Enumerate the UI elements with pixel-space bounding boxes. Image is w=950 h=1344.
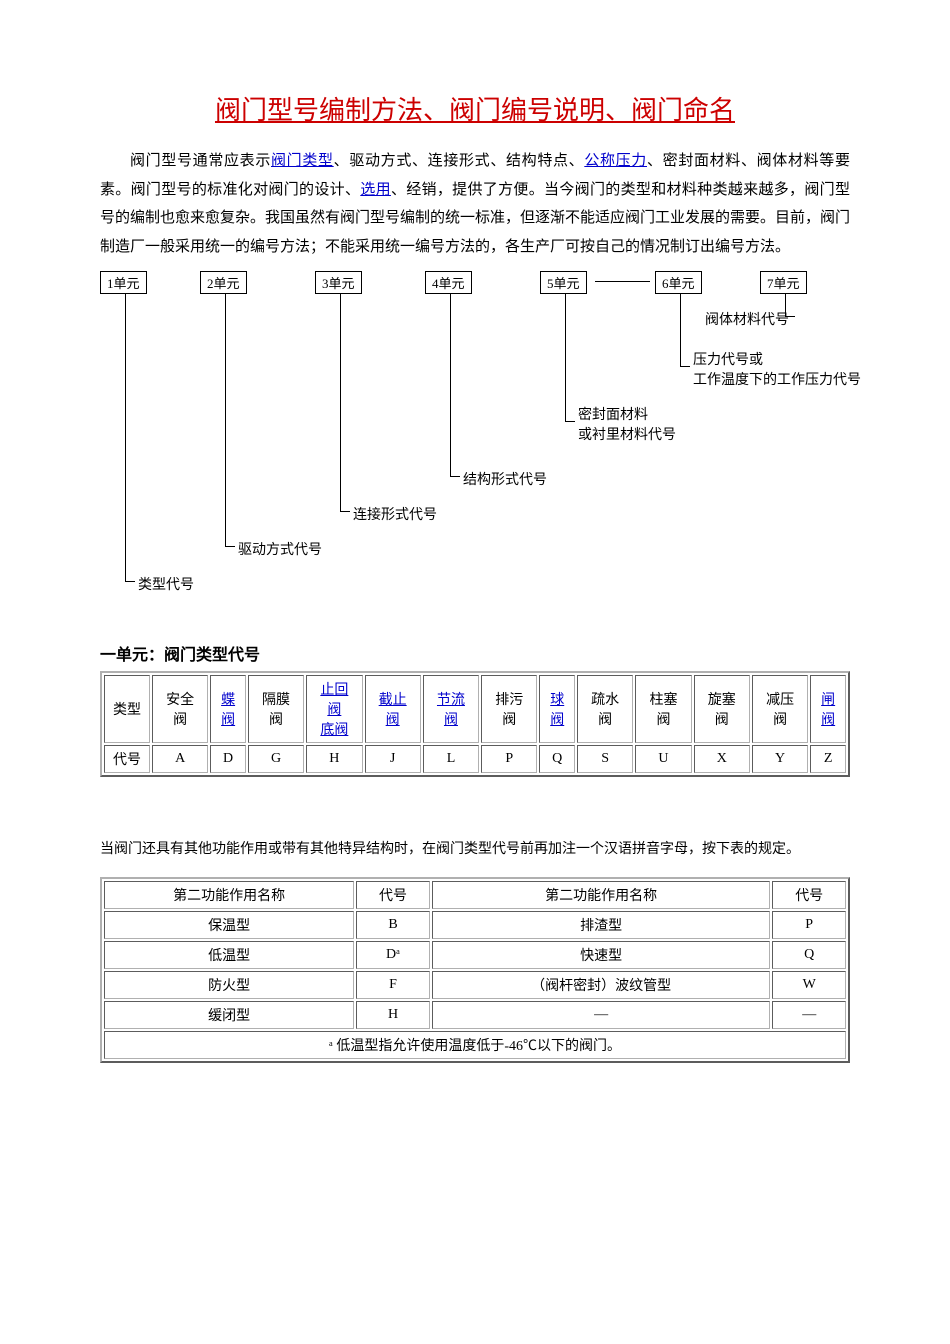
unit-6-label-b: 工作温度下的工作压力代号 — [693, 369, 861, 389]
unit-4-label: 结构形式代号 — [463, 469, 547, 489]
t2-r2c4: W — [772, 971, 846, 999]
link-selection[interactable]: 选用 — [360, 182, 391, 198]
code-6: P — [481, 745, 537, 773]
second-function-table: 第二功能作用名称 代号 第二功能作用名称 代号 保温型 B 排渣型 P 低温型 … — [100, 877, 850, 1063]
unit-5-label-a: 密封面材料 — [578, 404, 648, 424]
unit-4-box: 4单元 — [425, 271, 472, 294]
unit-3-box: 3单元 — [315, 271, 362, 294]
t2-h4: 代号 — [772, 881, 846, 909]
unit-1-box: 1单元 — [100, 271, 147, 294]
type-2: 隔膜阀 — [248, 675, 304, 743]
valve-type-table: 类型 安全阀 蝶阀 隔膜阀 止回阀底阀 截止阀 节流阀 排污阀 球阀 疏水阀 柱… — [100, 671, 850, 777]
t2-r0c2: B — [356, 911, 430, 939]
t2-r1c4: Q — [772, 941, 846, 969]
unit-2-box: 2单元 — [200, 271, 247, 294]
type-5: 节流阀 — [423, 675, 479, 743]
unit-1-label: 类型代号 — [138, 574, 194, 594]
type-1: 蝶阀 — [210, 675, 246, 743]
code-3: H — [306, 745, 362, 773]
intro-paragraph: 阀门型号通常应表示阀门类型、驱动方式、连接形式、结构特点、公称压力、密封面材料、… — [100, 147, 850, 261]
section-1-heading: 一单元：阀门类型代号 — [100, 641, 850, 665]
row-header-code: 代号 — [104, 745, 150, 773]
link-ball[interactable]: 球阀 — [550, 693, 564, 728]
link-nominal-pressure[interactable]: 公称压力 — [584, 153, 647, 169]
t2-r3c3: — — [432, 1001, 771, 1029]
type-10: 旋塞阀 — [694, 675, 750, 743]
type-0: 安全阀 — [152, 675, 208, 743]
type-3: 止回阀底阀 — [306, 675, 362, 743]
intro-text-1: 阀门型号通常应表示 — [130, 153, 271, 169]
t2-r2c1: 防火型 — [104, 971, 354, 999]
note-paragraph: 当阀门还具有其他功能作用或带有其他特异结构时，在阀门类型代号前再加注一个汉语拼音… — [100, 837, 850, 862]
unit-7-label: 阀体材料代号 — [705, 309, 789, 329]
type-9: 柱塞阀 — [635, 675, 691, 743]
t2-h1: 第二功能作用名称 — [104, 881, 354, 909]
unit-3-label: 连接形式代号 — [353, 504, 437, 524]
link-globe[interactable]: 截止阀 — [379, 693, 407, 728]
link-gate[interactable]: 闸阀 — [821, 693, 835, 728]
type-11: 减压阀 — [752, 675, 808, 743]
code-10: X — [694, 745, 750, 773]
link-butterfly[interactable]: 蝶阀 — [221, 693, 235, 728]
t2-r0c4: P — [772, 911, 846, 939]
t2-r1c3: 快速型 — [432, 941, 771, 969]
code-7: Q — [539, 745, 575, 773]
code-4: J — [365, 745, 421, 773]
code-12: Z — [810, 745, 846, 773]
connector-dash — [595, 281, 650, 282]
code-8: S — [577, 745, 633, 773]
type-8: 疏水阀 — [577, 675, 633, 743]
t2-r1c1: 低温型 — [104, 941, 354, 969]
t2-r3c4: — — [772, 1001, 846, 1029]
page-title: 阀门型号编制方法、阀门编号说明、阀门命名 — [100, 90, 850, 127]
code-0: A — [152, 745, 208, 773]
unit-5-label-b: 或衬里材料代号 — [578, 424, 676, 444]
code-1: D — [210, 745, 246, 773]
type-6: 排污阀 — [481, 675, 537, 743]
link-valve-type[interactable]: 阀门类型 — [271, 153, 334, 169]
link-throttle[interactable]: 节流阀 — [437, 693, 465, 728]
code-11: Y — [752, 745, 808, 773]
type-4: 截止阀 — [365, 675, 421, 743]
t2-r3c2: H — [356, 1001, 430, 1029]
code-9: U — [635, 745, 691, 773]
t2-r2c3: （阀杆密封）波纹管型 — [432, 971, 771, 999]
unit-6-label-a: 压力代号或 — [693, 349, 763, 369]
unit-7-box: 7单元 — [760, 271, 807, 294]
units-diagram: 1单元 2单元 3单元 4单元 5单元 6单元 7单元 阀体材料代号 压力代号或… — [100, 271, 850, 601]
t2-h2: 代号 — [356, 881, 430, 909]
intro-text-2: 、驱动方式、连接形式、结构特点、 — [334, 153, 585, 169]
link-check[interactable]: 止回阀底阀 — [320, 683, 348, 738]
t2-r1c2: Dᵃ — [356, 941, 430, 969]
t2-footnote: ᵃ 低温型指允许使用温度低于-46℃以下的阀门。 — [104, 1031, 846, 1059]
t2-r0c1: 保温型 — [104, 911, 354, 939]
code-2: G — [248, 745, 304, 773]
t2-r0c3: 排渣型 — [432, 911, 771, 939]
t2-h3: 第二功能作用名称 — [432, 881, 771, 909]
type-12: 闸阀 — [810, 675, 846, 743]
row-header-type: 类型 — [104, 675, 150, 743]
t2-r3c1: 缓闭型 — [104, 1001, 354, 1029]
t2-r2c2: F — [356, 971, 430, 999]
unit-2-label: 驱动方式代号 — [238, 539, 322, 559]
unit-6-box: 6单元 — [655, 271, 702, 294]
type-7: 球阀 — [539, 675, 575, 743]
unit-5-box: 5单元 — [540, 271, 587, 294]
code-5: L — [423, 745, 479, 773]
